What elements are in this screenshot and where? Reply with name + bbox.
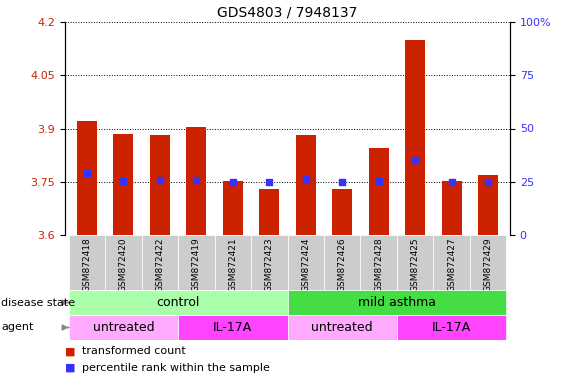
Text: GSM872426: GSM872426 (338, 238, 347, 292)
Text: GSM872420: GSM872420 (119, 238, 128, 292)
Point (338, 179, 347, 185)
Bar (332, 189, 352, 235)
Text: IL-17A: IL-17A (213, 321, 252, 334)
Point (119, 178, 128, 184)
Title: GDS4803 / 7948137: GDS4803 / 7948137 (217, 5, 358, 20)
Point (484, 179, 493, 185)
Point (410, 157, 419, 163)
Bar (186, 127, 207, 235)
Bar (360, 235, 397, 290)
Bar (441, 181, 462, 235)
Text: GSM872429: GSM872429 (484, 238, 493, 292)
Text: ■: ■ (65, 346, 75, 356)
Bar (215, 235, 251, 290)
Point (265, 179, 274, 185)
Point (228, 179, 237, 185)
Bar (324, 235, 360, 290)
Bar (69, 315, 178, 340)
Point (374, 178, 383, 184)
Text: ■: ■ (65, 363, 75, 373)
Bar (105, 235, 142, 290)
Bar (178, 315, 288, 340)
Bar (69, 290, 288, 315)
Bar (434, 235, 470, 290)
Point (192, 177, 201, 183)
Bar (77, 121, 97, 235)
Text: untreated: untreated (311, 321, 373, 334)
Bar (142, 235, 178, 290)
Text: percentile rank within the sample: percentile rank within the sample (82, 363, 270, 373)
Text: GSM872427: GSM872427 (447, 238, 456, 292)
Bar (288, 315, 397, 340)
Text: mild asthma: mild asthma (358, 296, 436, 309)
Text: IL-17A: IL-17A (432, 321, 471, 334)
Point (301, 176, 310, 182)
Bar (288, 290, 506, 315)
Text: disease state: disease state (1, 298, 75, 308)
Bar (405, 40, 425, 235)
Bar (397, 235, 434, 290)
Bar (150, 135, 170, 235)
Text: untreated: untreated (92, 321, 154, 334)
Text: GSM872423: GSM872423 (265, 238, 274, 292)
Bar (296, 135, 316, 235)
Bar (69, 235, 105, 290)
Point (82, 169, 91, 175)
Point (447, 179, 456, 185)
Bar (397, 315, 506, 340)
Text: transformed count: transformed count (82, 346, 186, 356)
Bar (259, 189, 279, 235)
Text: control: control (157, 296, 200, 309)
Text: agent: agent (1, 323, 34, 333)
Text: GSM872428: GSM872428 (374, 238, 383, 292)
Text: GSM872421: GSM872421 (228, 238, 237, 292)
Bar (178, 235, 215, 290)
Bar (251, 235, 288, 290)
Bar (369, 148, 388, 235)
Bar (288, 235, 324, 290)
Bar (113, 134, 133, 235)
Text: GSM872424: GSM872424 (301, 238, 310, 292)
Text: GSM872422: GSM872422 (155, 238, 164, 292)
Text: GSM872418: GSM872418 (82, 238, 91, 293)
Bar (223, 181, 243, 235)
Text: GSM872425: GSM872425 (410, 238, 419, 292)
Point (155, 177, 164, 183)
Bar (470, 235, 506, 290)
Bar (478, 175, 498, 235)
Text: GSM872419: GSM872419 (192, 238, 201, 293)
